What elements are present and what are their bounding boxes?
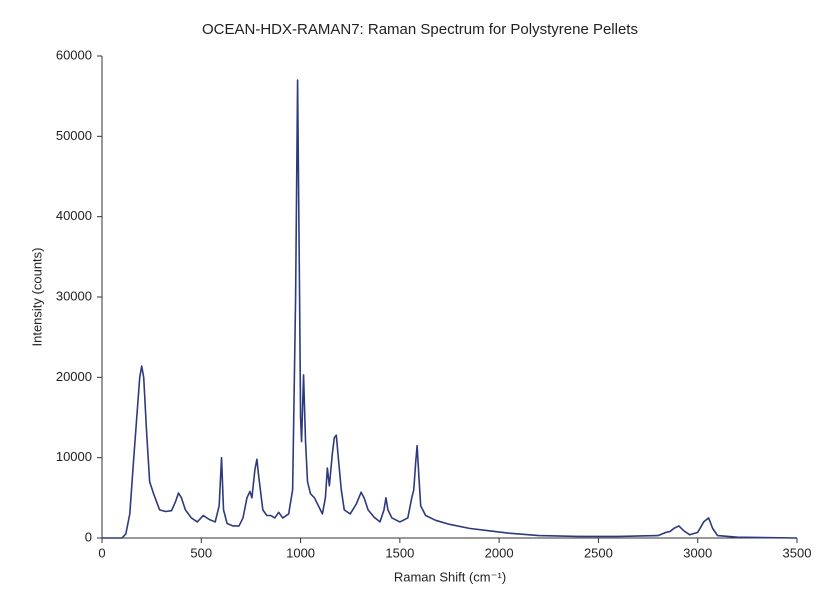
x-tick-label: 0 (98, 545, 105, 560)
x-tick-label: 2000 (485, 545, 514, 560)
x-tick-label: 2500 (584, 545, 613, 560)
spectrum-line (102, 79, 798, 539)
x-tick-label: 3000 (683, 545, 712, 560)
x-axis-title: Raman Shift (cm⁻¹) (394, 569, 506, 584)
y-tick-label: 40000 (56, 208, 92, 223)
y-tick-label: 50000 (56, 128, 92, 143)
y-tick-label: 10000 (56, 449, 92, 464)
x-tick-label: 1000 (286, 545, 315, 560)
chart-title: OCEAN-HDX-RAMAN7: Raman Spectrum for Pol… (202, 21, 638, 38)
y-tick-label: 20000 (56, 369, 92, 384)
x-tick-label: 1500 (385, 545, 414, 560)
y-tick-label: 0 (85, 529, 92, 544)
y-tick-label: 60000 (56, 47, 92, 62)
x-tick-label: 500 (190, 545, 212, 560)
y-tick-label: 30000 (56, 288, 92, 303)
x-tick-label: 3500 (783, 545, 812, 560)
y-axis-title: Intensity (counts) (29, 248, 44, 347)
